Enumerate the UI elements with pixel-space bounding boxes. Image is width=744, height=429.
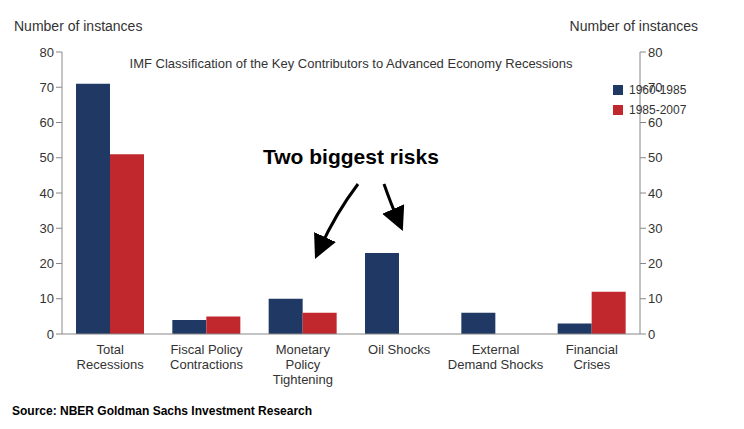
svg-text:10: 10 [40,291,54,306]
svg-text:40: 40 [648,186,662,201]
svg-text:80: 80 [40,45,54,60]
svg-text:Fiscal PolicyContractions: Fiscal PolicyContractions [170,342,243,372]
html-text:Source: NBER Goldman Sachs Inv: Source: NBER Goldman Sachs Investment Re… [12,404,313,418]
svg-text:30: 30 [648,221,662,236]
svg-text:50: 50 [648,150,662,165]
svg-text:20: 20 [40,256,54,271]
svg-text:0: 0 [47,327,54,342]
svg-text:60: 60 [648,115,662,130]
html-text:Two biggest risks: Two biggest risks [263,145,439,168]
html-text:Number of instances: Number of instances [569,18,698,34]
svg-text:Oil Shocks: Oil Shocks [368,342,431,357]
svg-text:30: 30 [40,221,54,236]
svg-text:0: 0 [648,327,655,342]
svg-text:MonetaryPolicyTightening: MonetaryPolicyTightening [273,342,333,387]
html-text:1985-2007: 1985-2007 [629,103,687,117]
html-text:1960-1985: 1960-1985 [629,83,687,97]
html-text:Number of instances: Number of instances [14,18,143,34]
svg-text:60: 60 [40,115,54,130]
svg-text:ExternalDemand Shocks: ExternalDemand Shocks [448,342,544,372]
svg-text:50: 50 [40,150,54,165]
svg-text:70: 70 [40,80,54,95]
html-text:IMF Classification of the Key: IMF Classification of the Key Contributo… [129,56,573,71]
svg-text:TotalRecessions: TotalRecessions [77,342,145,372]
svg-text:10: 10 [648,291,662,306]
svg-text:80: 80 [648,45,662,60]
svg-text:FinancialCrises: FinancialCrises [566,342,618,372]
svg-text:20: 20 [648,256,662,271]
svg-text:40: 40 [40,186,54,201]
